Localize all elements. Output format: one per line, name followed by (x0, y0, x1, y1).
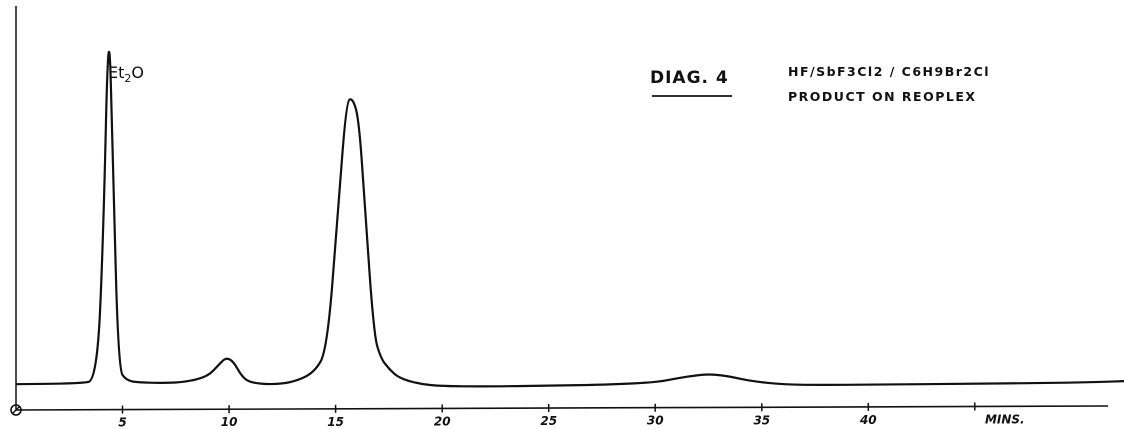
x-tick-label-30: 30 (647, 414, 664, 428)
origin-marker-stroke (11, 405, 21, 415)
origin-marker (10, 404, 22, 416)
x-tick-label-35: 35 (753, 413, 770, 427)
chart-title: DIAG. 4 (650, 68, 729, 88)
x-tick-label-15: 15 (327, 415, 344, 429)
x-tick-label-25: 25 (540, 414, 557, 428)
x-axis (15, 405, 1109, 411)
x-tick-labels: 5 10 15 20 25 30 35 40 MINS. (118, 413, 1024, 429)
series-group (15, 50, 1124, 388)
x-tick-label-10: 10 (221, 415, 238, 429)
x-ticks (121, 402, 976, 414)
description-line-1: HF/SbF3Cl2 / C6H9Br2Cl (788, 64, 990, 79)
peak-label-et2o: Et2O (108, 63, 144, 85)
x-tick-label-40: 40 (859, 413, 877, 427)
description-line-2: PRODUCT ON REOPLEX (788, 89, 977, 104)
x-tick-label-20: 20 (434, 414, 451, 428)
axes (10, 6, 1109, 416)
series-line-0 (15, 50, 1124, 388)
x-axis-unit-label: MINS. (985, 413, 1025, 427)
x-tick-label-5: 5 (118, 416, 126, 429)
